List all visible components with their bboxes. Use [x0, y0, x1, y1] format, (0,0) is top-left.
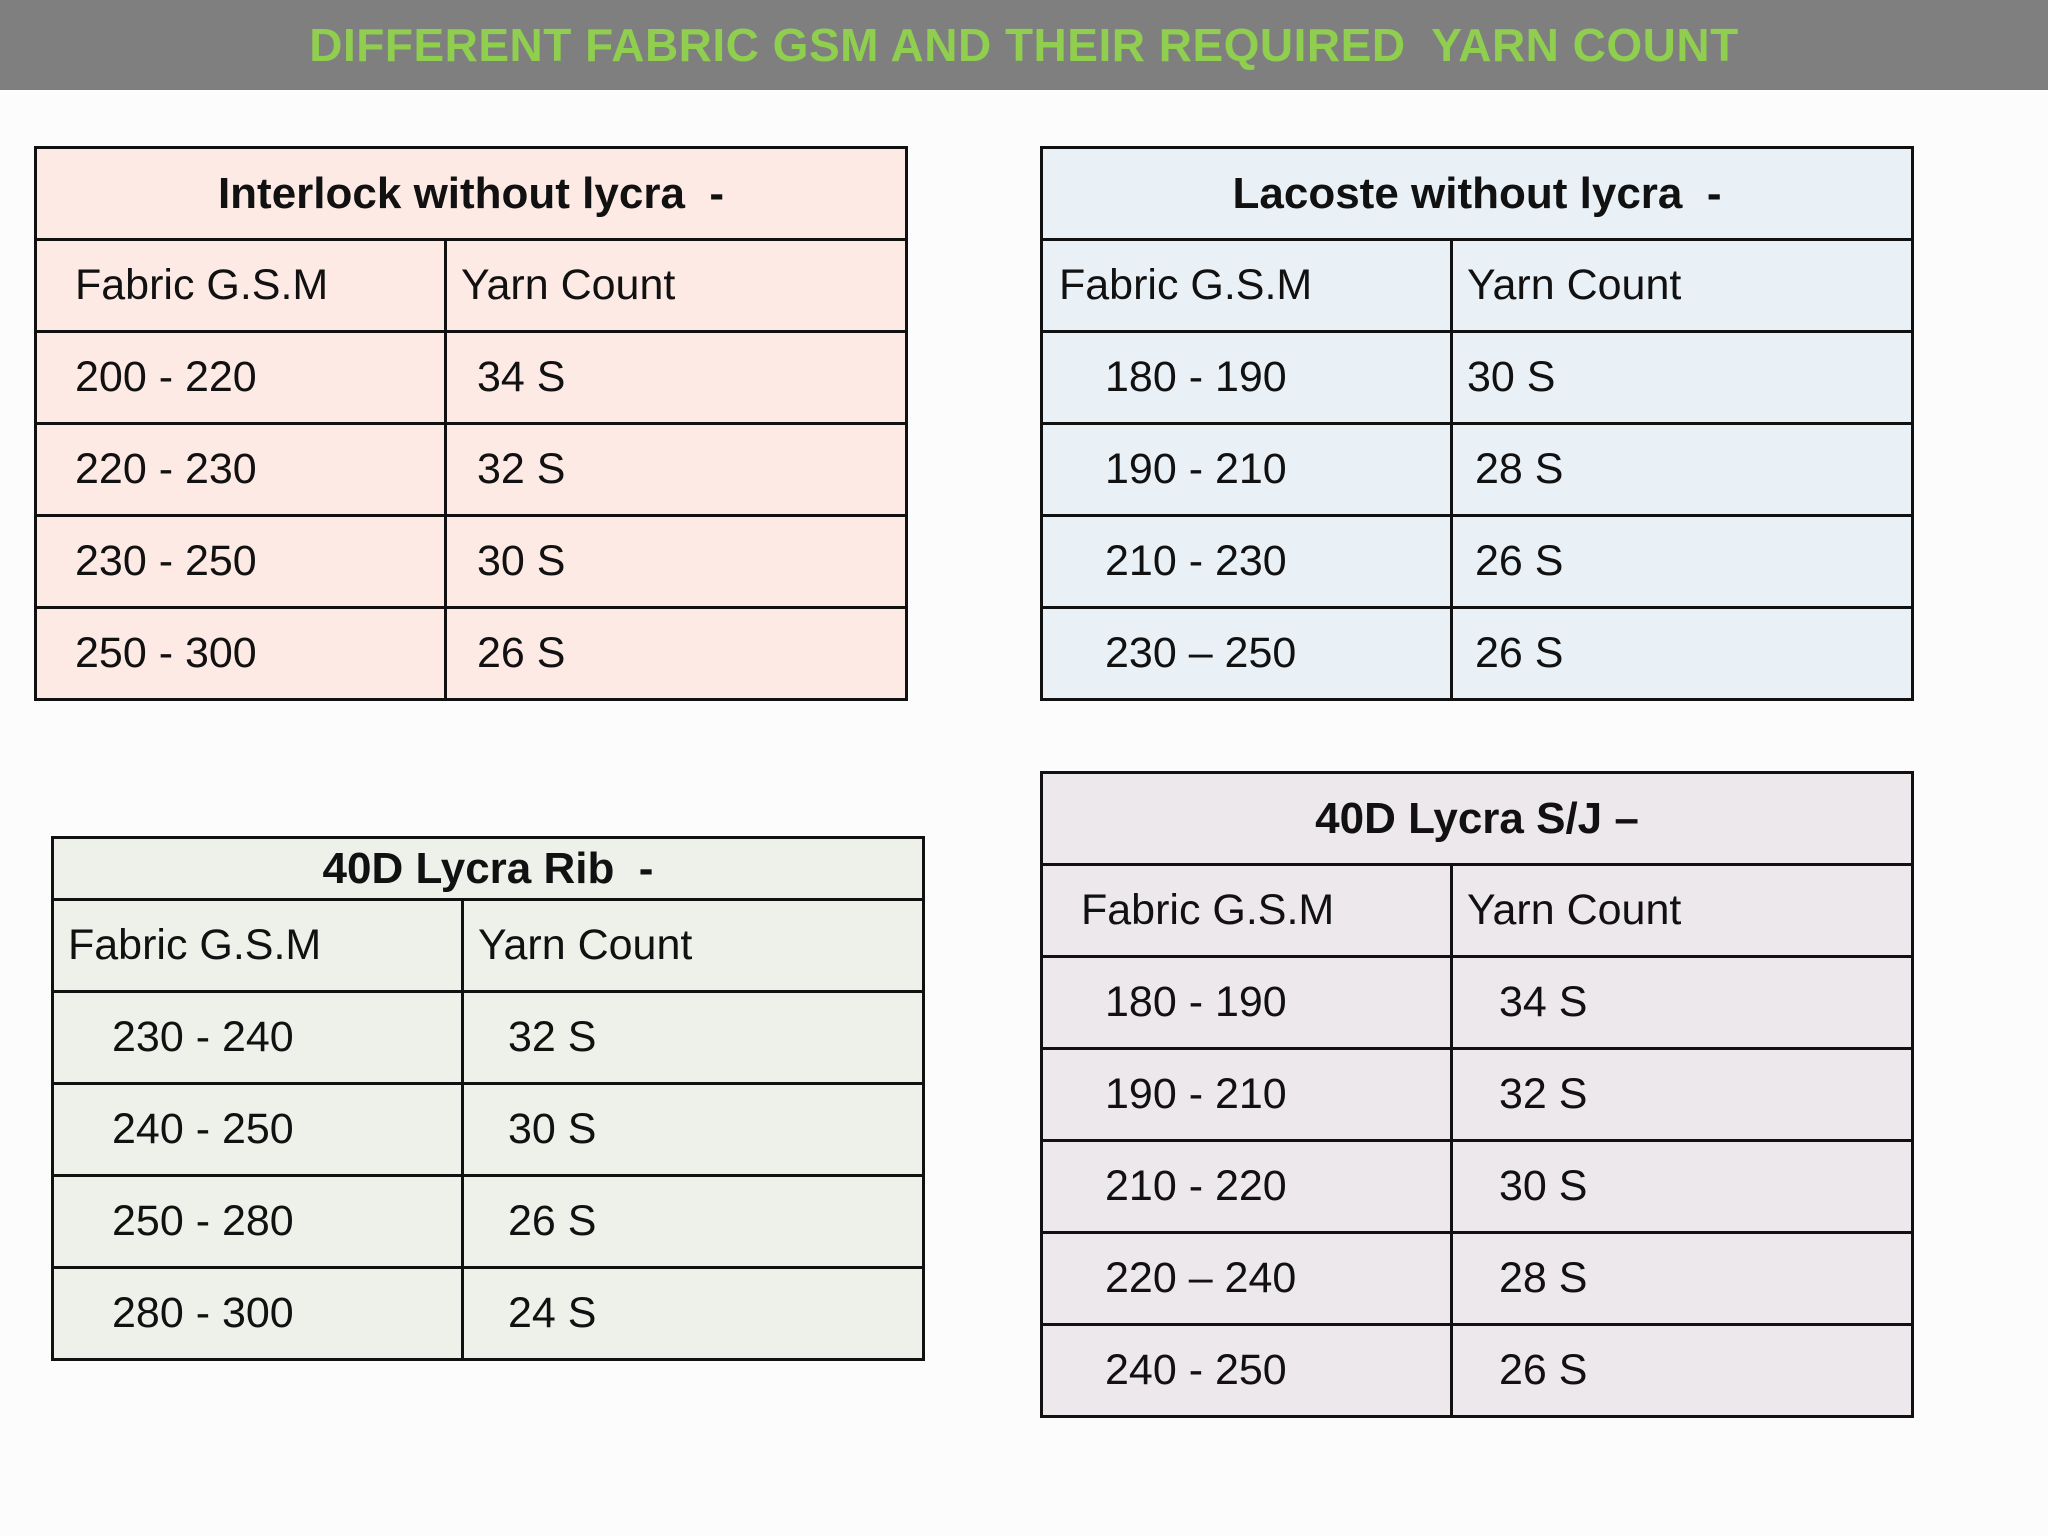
table-header-row: Fabric G.S.M Yarn Count [1040, 863, 1914, 958]
yarn-count-cell: 26 S [1449, 606, 1915, 701]
gsm-cell: 200 - 220 [34, 330, 447, 425]
table-row: 190 - 210 32 S [1040, 1047, 1914, 1142]
yarn-count-cell: 30 S [1449, 330, 1915, 425]
gsm-cell: 190 - 210 [1040, 1047, 1453, 1142]
gsm-cell: 220 - 230 [34, 422, 447, 517]
yarn-count-cell: 32 S [461, 990, 925, 1085]
table-row: 230 - 240 32 S [51, 990, 925, 1085]
table-row: 200 - 220 34 S [34, 330, 908, 425]
lycra-rib-table: 40D Lycra Rib - Fabric G.S.M Yarn Count … [51, 836, 925, 1361]
yarn-count-cell: 32 S [444, 422, 908, 517]
gsm-cell: 280 - 300 [51, 1266, 464, 1361]
lacoste-table: Lacoste without lycra - Fabric G.S.M Yar… [1039, 146, 1915, 701]
table-header-row: Fabric G.S.M Yarn Count [51, 898, 925, 993]
table-row: 220 - 230 32 S [34, 422, 908, 517]
table-row: 230 - 250 30 S [34, 514, 908, 609]
header-fabric-gsm: Fabric G.S.M [51, 898, 464, 993]
table-caption: 40D Lycra S/J – [1040, 771, 1914, 866]
lycra-sj-table: 40D Lycra S/J – Fabric G.S.M Yarn Count … [1040, 771, 1914, 1418]
table-caption: 40D Lycra Rib - [51, 836, 925, 901]
table-row: 190 - 210 28 S [1040, 422, 1915, 517]
gsm-cell: 180 - 190 [1040, 330, 1453, 425]
gsm-cell: 230 - 240 [51, 990, 464, 1085]
table-header-row: Fabric G.S.M Yarn Count [34, 238, 908, 333]
yarn-count-cell: 28 S [1450, 1231, 1914, 1326]
header-yarn-count: Yarn Count [461, 898, 925, 993]
table-caption: Lacoste without lycra - [1039, 146, 1915, 241]
table-row: 230 – 250 26 S [1040, 606, 1915, 701]
yarn-count-cell: 30 S [444, 514, 908, 609]
yarn-count-cell: 26 S [1449, 514, 1915, 609]
title-bar: DIFFERENT FABRIC GSM AND THEIR REQUIRED … [0, 0, 2048, 90]
yarn-count-cell: 30 S [461, 1082, 925, 1177]
table-row: 240 - 250 26 S [1040, 1323, 1914, 1418]
header-fabric-gsm: Fabric G.S.M [34, 238, 447, 333]
header-yarn-count: Yarn Count [1449, 238, 1915, 333]
yarn-count-cell: 26 S [461, 1174, 925, 1269]
header-fabric-gsm: Fabric G.S.M [1040, 238, 1453, 333]
yarn-count-cell: 24 S [461, 1266, 925, 1361]
yarn-count-cell: 26 S [1450, 1323, 1914, 1418]
header-yarn-count: Yarn Count [1450, 863, 1914, 958]
yarn-count-cell: 34 S [444, 330, 908, 425]
yarn-count-cell: 32 S [1450, 1047, 1914, 1142]
table-row: 250 - 280 26 S [51, 1174, 925, 1269]
gsm-cell: 250 - 300 [34, 606, 447, 701]
yarn-count-cell: 30 S [1450, 1139, 1914, 1234]
table-row: 280 - 300 24 S [51, 1266, 925, 1361]
gsm-cell: 220 – 240 [1040, 1231, 1453, 1326]
interlock-table: Interlock without lycra - Fabric G.S.M Y… [34, 146, 908, 701]
table-row: 250 - 300 26 S [34, 606, 908, 701]
gsm-cell: 210 - 230 [1040, 514, 1453, 609]
gsm-cell: 230 - 250 [34, 514, 447, 609]
gsm-cell: 250 - 280 [51, 1174, 464, 1269]
gsm-cell: 210 - 220 [1040, 1139, 1453, 1234]
table-row: 180 - 190 34 S [1040, 955, 1914, 1050]
yarn-count-cell: 28 S [1449, 422, 1915, 517]
table-row: 210 - 220 30 S [1040, 1139, 1914, 1234]
yarn-count-cell: 34 S [1450, 955, 1914, 1050]
header-yarn-count: Yarn Count [444, 238, 908, 333]
table-row: 210 - 230 26 S [1040, 514, 1915, 609]
gsm-cell: 180 - 190 [1040, 955, 1453, 1050]
table-caption: Interlock without lycra - [34, 146, 908, 241]
yarn-count-cell: 26 S [444, 606, 908, 701]
table-header-row: Fabric G.S.M Yarn Count [1040, 238, 1915, 333]
gsm-cell: 190 - 210 [1040, 422, 1453, 517]
gsm-cell: 240 - 250 [51, 1082, 464, 1177]
gsm-cell: 230 – 250 [1040, 606, 1453, 701]
table-row: 180 - 190 30 S [1040, 330, 1915, 425]
page-title: DIFFERENT FABRIC GSM AND THEIR REQUIRED … [309, 19, 1739, 71]
header-fabric-gsm: Fabric G.S.M [1040, 863, 1453, 958]
table-row: 240 - 250 30 S [51, 1082, 925, 1177]
gsm-cell: 240 - 250 [1040, 1323, 1453, 1418]
table-row: 220 – 240 28 S [1040, 1231, 1914, 1326]
